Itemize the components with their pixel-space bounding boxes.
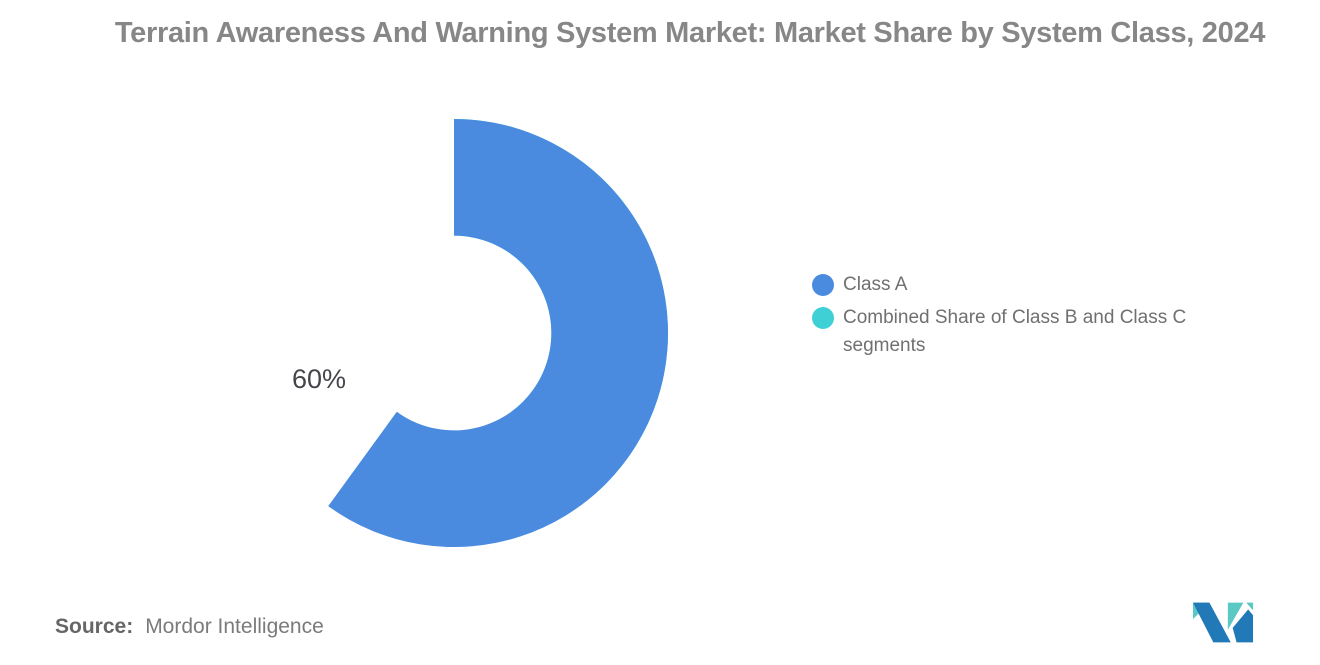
mordor-intelligence-logo <box>1192 600 1254 644</box>
source-prefix: Source: <box>55 615 134 638</box>
donut-chart: 60% <box>239 118 669 548</box>
legend-label-class-b-c: Combined Share of Class B and Class C se… <box>843 307 1187 356</box>
legend-item-class-b-c: Combined Share of Class B and Class C se… <box>812 304 1253 360</box>
legend-dot-class-b-c <box>812 307 834 329</box>
source-text: Mordor Intelligence <box>145 615 324 638</box>
chart-legend: Class A Combined Share of Class B and Cl… <box>812 271 1253 360</box>
chart-title: Terrain Awareness And Warning System Mar… <box>114 17 1266 49</box>
mordor-logo-icon <box>1192 602 1254 643</box>
legend-label-class-a: Class A <box>843 274 908 295</box>
legend-item-class-a: Class A <box>812 271 1253 299</box>
donut-slice-class-a <box>328 119 668 547</box>
legend-dot-class-a <box>812 274 834 296</box>
source-row: Source: Mordor Intelligence <box>55 613 324 641</box>
donut-svg <box>328 119 668 547</box>
slice-data-label: 60% <box>291 364 347 394</box>
